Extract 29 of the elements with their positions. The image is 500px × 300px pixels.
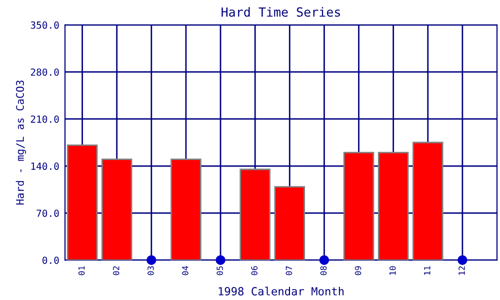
x-tick-label: 02 — [112, 266, 120, 276]
y-tick-label: 350.0 — [30, 21, 59, 29]
bar — [343, 152, 374, 260]
bar — [66, 144, 98, 260]
x-tick-label: 08 — [320, 266, 327, 276]
y-tick-label: 210.0 — [30, 115, 59, 123]
bar — [170, 158, 202, 260]
x-tick-label: 06 — [251, 266, 258, 276]
x-tick-label: 04 — [182, 266, 188, 276]
bar — [412, 142, 444, 260]
x-tick-label: 10 — [389, 266, 396, 275]
x-tick-label: 01 — [78, 266, 85, 276]
bar — [101, 158, 132, 260]
bar — [378, 152, 409, 260]
y-tick-label: 280.0 — [30, 68, 59, 76]
y-tick-label: 0.0 — [42, 256, 59, 264]
x-tick-label: 05 — [216, 266, 223, 276]
x-tick-label: 03 — [148, 266, 154, 276]
x-tick-label: 11 — [424, 266, 430, 275]
y-tick-label: 140.0 — [31, 162, 59, 170]
x-tick-label: 07 — [286, 266, 292, 276]
bar — [240, 168, 270, 260]
chart-title: Hard Time Series — [222, 7, 340, 17]
x-tick-label: 09 — [354, 266, 362, 276]
x-tick-label: 12 — [458, 266, 465, 275]
y-axis-title: Hard - mg/L as CaCO3 — [16, 80, 26, 205]
y-tick-label: 70.0 — [36, 210, 59, 217]
bar — [274, 186, 306, 260]
x-axis-title: 1998 Calendar Month — [218, 286, 344, 296]
